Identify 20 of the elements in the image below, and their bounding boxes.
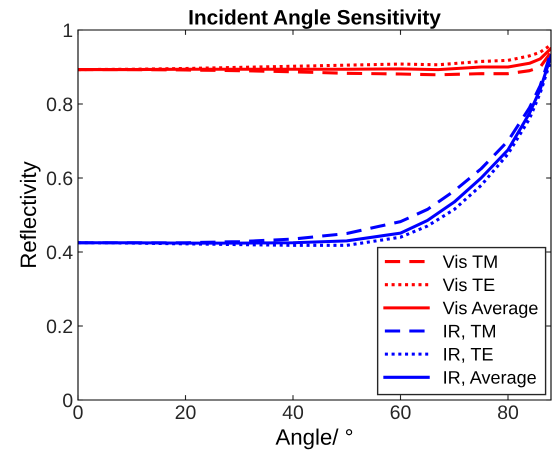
y-tick-label: 0 bbox=[63, 393, 72, 408]
x-tick-label: 40 bbox=[282, 405, 304, 420]
x-tick-label: 0 bbox=[73, 405, 83, 420]
y-tick-label: 0.2 bbox=[46, 319, 72, 334]
y-tick-label: 0.6 bbox=[46, 171, 72, 186]
legend-label: IR, Average bbox=[444, 371, 536, 388]
legend-label: IR, TM bbox=[444, 324, 495, 340]
x-tick-label: 20 bbox=[176, 405, 196, 420]
legend-label: IR, TE bbox=[444, 348, 493, 363]
x-tick-label: 80 bbox=[498, 405, 518, 420]
y-tick-label: 0.8 bbox=[46, 97, 72, 112]
legend-label: Vis Average bbox=[442, 301, 538, 318]
y-axis-title: Reflectivity bbox=[20, 161, 41, 267]
y-tick-label: 1 bbox=[64, 24, 72, 38]
x-tick-label: 60 bbox=[390, 405, 411, 420]
legend-label: Vis TE bbox=[442, 278, 494, 292]
legend-label: Vis TM bbox=[442, 254, 497, 268]
x-axis-title: Angle/ ° bbox=[276, 428, 352, 450]
chart-title: Incident Angle Sensitivity bbox=[190, 9, 441, 29]
y-tick-label: 0.4 bbox=[46, 245, 73, 260]
